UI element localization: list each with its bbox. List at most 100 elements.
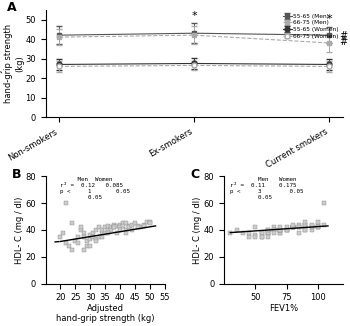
Text: Men  Women
r² =  0.12   0.085
p <     1       0.05
        0.05: Men Women r² = 0.12 0.085 p < 1 0.05 0.0… (60, 177, 130, 200)
Text: Men   Women
r² =  0.11    0.175
p <     3        0.05
        0.05: Men Women r² = 0.11 0.175 p < 3 0.05 0.0… (230, 177, 303, 200)
X-axis label: FEV1%: FEV1% (269, 304, 298, 313)
Point (321, 200, 327, 206)
Point (105, 227, 111, 232)
Point (246, 234, 252, 239)
Point (135, 223, 140, 229)
Point (64, 200, 69, 206)
Point (111, 222, 117, 227)
Point (144, 219, 149, 225)
Point (259, 234, 264, 239)
Point (105, 230, 111, 235)
Point (303, 227, 308, 232)
Point (120, 223, 126, 229)
Point (259, 234, 264, 239)
Point (309, 223, 315, 229)
Point (278, 230, 283, 235)
Point (108, 227, 114, 232)
Point (88, 237, 93, 242)
Point (126, 225, 132, 230)
Point (102, 225, 108, 230)
Y-axis label: HDL- C (mg / dl): HDL- C (mg / dl) (193, 196, 202, 264)
Point (90, 234, 96, 239)
Point (303, 222, 308, 227)
Point (64, 241, 69, 246)
Point (99, 234, 105, 239)
Point (265, 227, 271, 232)
Point (78, 225, 84, 230)
Point (234, 227, 239, 232)
Point (278, 227, 283, 232)
Point (315, 222, 321, 227)
Point (69, 221, 75, 226)
Point (88, 244, 93, 249)
Point (93, 237, 99, 242)
Point (284, 227, 289, 232)
Point (278, 225, 283, 230)
Point (108, 225, 114, 230)
Point (81, 234, 87, 239)
Point (228, 230, 233, 235)
Point (290, 225, 296, 230)
Point (84, 244, 90, 249)
Point (111, 225, 117, 230)
Text: C: C (191, 168, 200, 181)
Point (259, 230, 264, 235)
Point (315, 219, 321, 225)
Point (303, 227, 308, 232)
Point (81, 230, 87, 235)
Y-axis label: Adjusted
hand-grip strength
(kg): Adjusted hand-grip strength (kg) (0, 24, 24, 103)
Point (96, 225, 102, 230)
Point (284, 227, 289, 232)
Point (290, 225, 296, 230)
Point (309, 222, 315, 227)
Point (278, 227, 283, 232)
Point (265, 227, 271, 232)
Point (123, 230, 129, 235)
Point (132, 221, 138, 226)
Point (315, 225, 321, 230)
Point (129, 222, 134, 227)
Point (76, 241, 81, 246)
Point (105, 223, 111, 229)
Point (278, 227, 283, 232)
Point (296, 225, 302, 230)
Point (271, 230, 277, 235)
Point (114, 230, 120, 235)
Text: #: # (339, 31, 347, 41)
Text: *: * (327, 14, 332, 24)
Point (271, 225, 277, 230)
Point (117, 227, 123, 232)
Point (290, 222, 296, 227)
Point (111, 225, 117, 230)
Point (290, 225, 296, 230)
Point (303, 225, 308, 230)
Point (265, 234, 271, 239)
Point (265, 230, 271, 235)
Point (315, 225, 321, 230)
Legend: 55-65 (Men), 66-75 (Men), 55-65 (Women), 66-75 (Women): 55-65 (Men), 66-75 (Men), 55-65 (Women),… (282, 13, 340, 40)
X-axis label: Adjusted
hand-grip strength (kg): Adjusted hand-grip strength (kg) (56, 304, 154, 323)
Point (303, 219, 308, 225)
Point (114, 223, 120, 229)
Point (240, 230, 246, 235)
Point (271, 227, 277, 232)
Point (296, 222, 302, 227)
Point (321, 222, 327, 227)
Point (117, 222, 123, 227)
Text: A: A (7, 1, 16, 14)
Point (102, 230, 108, 235)
Point (126, 223, 132, 229)
Point (265, 230, 271, 235)
Point (246, 230, 252, 235)
Point (141, 223, 147, 229)
Point (61, 230, 66, 235)
Point (78, 227, 84, 232)
Point (252, 234, 258, 239)
Point (93, 227, 99, 232)
Point (120, 221, 126, 226)
Point (123, 227, 129, 232)
Point (138, 225, 144, 230)
Text: *: * (191, 10, 197, 21)
Point (72, 238, 78, 243)
Point (259, 230, 264, 235)
